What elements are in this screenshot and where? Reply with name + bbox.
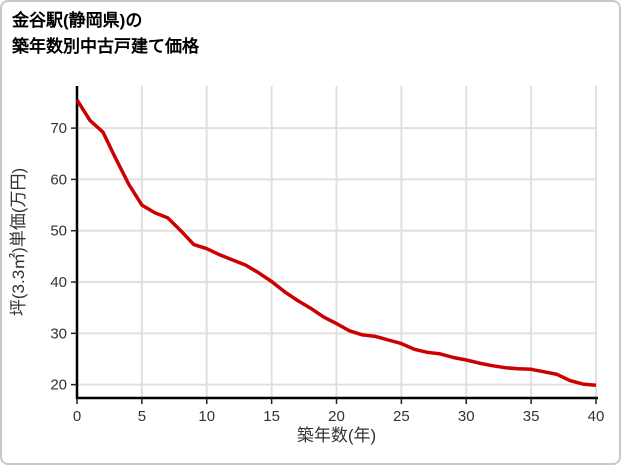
- x-tick-label-0: 0: [73, 408, 81, 425]
- chart-title: 金谷駅(静岡県)の 築年数別中古戸建て価格: [12, 8, 199, 60]
- y-tick-label-30: 30: [50, 325, 67, 342]
- x-tick-label-40: 40: [588, 408, 605, 425]
- y-tick-label-40: 40: [50, 274, 67, 291]
- gridlines: [77, 86, 597, 398]
- x-tick-label-5: 5: [138, 408, 146, 425]
- chart-title-line1: 金谷駅(静岡県)の: [12, 11, 143, 30]
- y-tick-label-20: 20: [50, 377, 67, 394]
- chart-title-line2: 築年数別中古戸建て価格: [12, 37, 199, 56]
- y-tick-label-70: 70: [50, 120, 67, 137]
- x-tick-label-35: 35: [523, 408, 540, 425]
- x-tick-label-10: 10: [198, 408, 215, 425]
- x-tick-label-20: 20: [328, 408, 345, 425]
- axes: [71, 86, 598, 404]
- x-axis-title: 築年数(年): [297, 426, 376, 445]
- x-tick-label-25: 25: [393, 408, 410, 425]
- price-line-series: [75, 98, 597, 387]
- y-tick-label-50: 50: [50, 223, 67, 240]
- x-tick-label-15: 15: [263, 408, 280, 425]
- axis-titles: 築年数(年) 坪(3.3㎡)単価(万円): [9, 168, 376, 445]
- price-line: [75, 98, 597, 387]
- tick-labels: 20 30 40 50 60 70 0 5 10 15 20 25 30 35 40: [50, 120, 604, 425]
- y-axis-title: 坪(3.3㎡)単価(万円): [9, 168, 28, 316]
- x-tick-label-30: 30: [458, 408, 475, 425]
- y-tick-label-60: 60: [50, 171, 67, 188]
